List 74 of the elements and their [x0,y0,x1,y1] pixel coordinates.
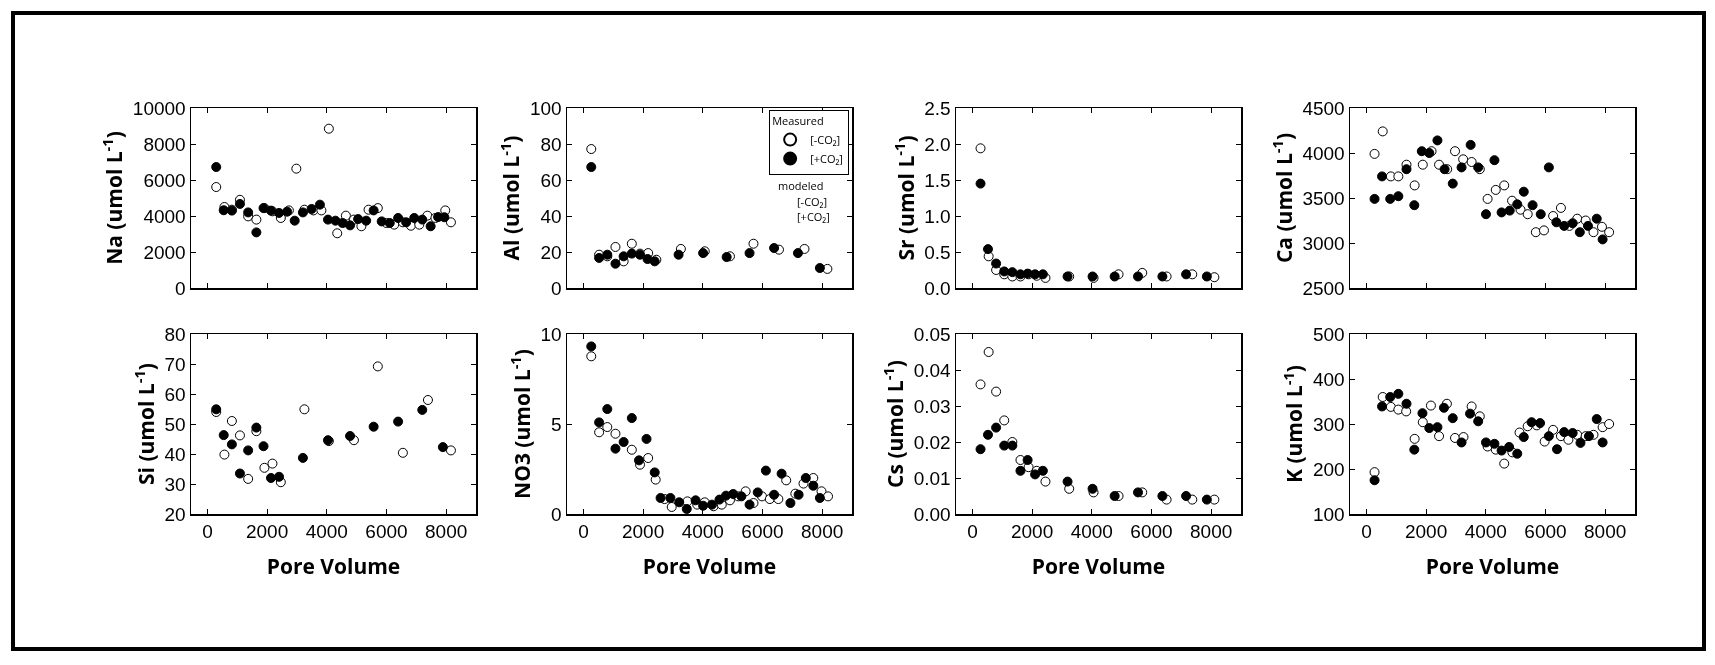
x-tick-label: 6000 [741,521,784,543]
y-tick-label: 2500 [1302,277,1345,299]
y-tick-label: 40 [540,205,562,227]
y-tick-label: 2000 [143,241,186,263]
x-tick-label: 0 [1361,521,1372,543]
y-tick-label: 0 [175,277,186,299]
y-tick-label: 0 [551,277,562,299]
y-tick-label: 0.03 [913,395,951,417]
y-tick-label: 80 [164,323,186,345]
y-tick-label: 30 [164,473,186,495]
y-tick-label: 200 [1313,458,1345,480]
x-tick-label: 4000 [1464,521,1507,543]
x-tick-label: 2000 [1404,521,1448,543]
y-tick-label: 0.02 [913,431,951,453]
y-tick-label: 40 [164,443,186,465]
y-tick-label: 0.04 [913,359,952,381]
annotation: [-CO₂] [797,194,828,209]
x-tick-label: 8000 [1584,521,1627,543]
y-tick-label: 2.0 [924,133,951,155]
y-tick-label: 100 [530,97,562,119]
y-tick-label: 300 [1313,413,1345,435]
y-tick-label: 1.0 [924,205,951,227]
legend-label: [+CO₂] [810,150,843,166]
y-tick-label: 2.5 [924,97,951,119]
x-tick-label: 6000 [365,521,408,543]
y-tick-label: 6000 [143,169,186,191]
y-tick-label: 4500 [1302,97,1345,119]
x-tick-label: 4000 [305,521,348,543]
x-tick-label: 0 [967,521,978,543]
annotation: modeled [778,178,824,193]
y-tick-label: 3500 [1302,187,1345,209]
y-tick-label: 50 [164,413,186,435]
y-tick-label: 5 [551,413,562,435]
y-tick-label: 0.05 [913,323,951,345]
y-tick-label: 3000 [1302,232,1345,254]
y-tick-label: 500 [1313,323,1345,345]
y-tick-label: 10 [540,323,562,345]
y-tick-label: 80 [540,133,562,155]
y-tick-label: 70 [164,353,186,375]
x-axis-title: Pore Volume [266,552,401,581]
x-tick-label: 8000 [1190,521,1233,543]
y-tick-label: 20 [164,503,186,525]
x-tick-label: 8000 [425,521,468,543]
y-tick-label: 60 [164,383,186,405]
legend-label: [-CO₂] [810,131,841,147]
x-tick-label: 2000 [245,521,289,543]
x-tick-label: 8000 [801,521,844,543]
y-tick-label: 400 [1313,368,1345,390]
x-tick-label: 4000 [1070,521,1113,543]
annotation: [+CO₂] [797,209,830,224]
y-tick-label: 4000 [143,205,186,227]
y-tick-label: 60 [540,169,562,191]
x-tick-label: 4000 [681,521,724,543]
x-tick-label: 2000 [621,521,665,543]
x-tick-label: 6000 [1130,521,1173,543]
y-tick-label: 0.01 [913,467,951,489]
x-axis-title: Pore Volume [1425,552,1560,581]
x-tick-label: 6000 [1524,521,1567,543]
y-tick-label: 0 [551,503,562,525]
x-axis-title: Pore Volume [1031,552,1166,581]
y-tick-label: 0.5 [924,241,951,263]
y-tick-label: 10000 [132,97,186,119]
x-tick-label: 2000 [1010,521,1054,543]
x-tick-label: 0 [202,521,213,543]
y-tick-label: 8000 [143,133,186,155]
x-tick-label: 0 [578,521,589,543]
x-axis-title: Pore Volume [642,552,777,581]
y-tick-label: 0.00 [913,503,951,525]
y-tick-label: 1.5 [924,169,951,191]
y-tick-label: 0.0 [924,277,951,299]
y-tick-label: 100 [1313,503,1345,525]
y-tick-label: 4000 [1302,142,1345,164]
legend-title: Measured [772,113,824,129]
y-tick-label: 20 [540,241,562,263]
